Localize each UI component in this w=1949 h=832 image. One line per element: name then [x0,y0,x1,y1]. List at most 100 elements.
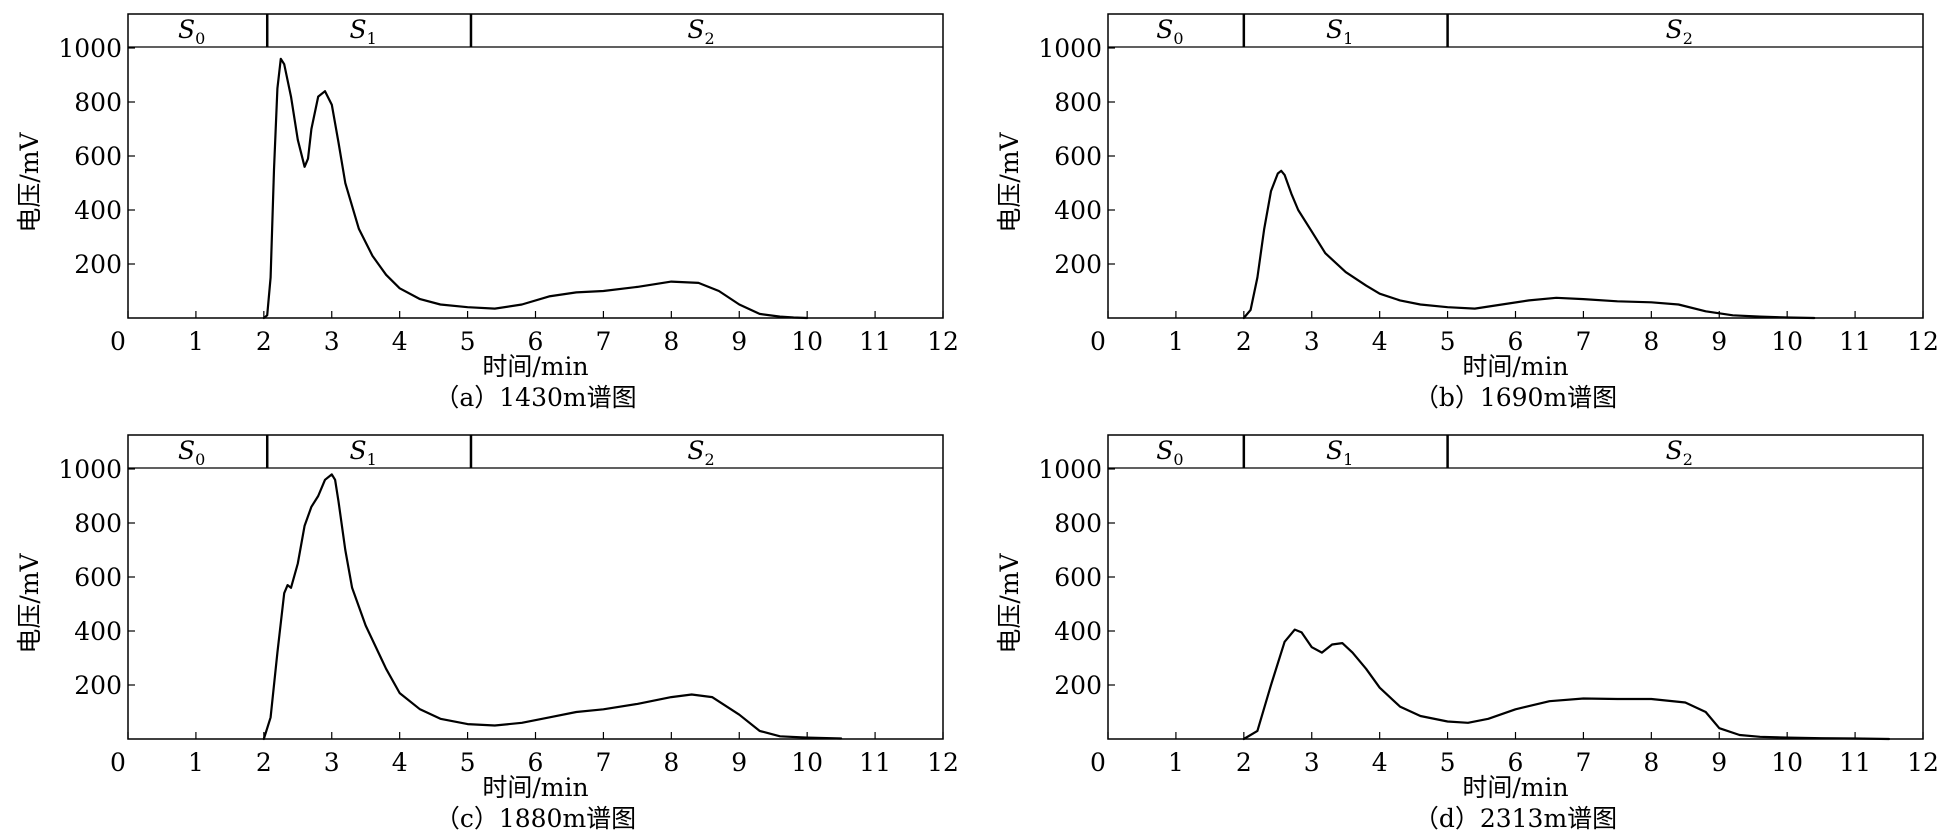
x-tick-label: 11 [1839,748,1871,777]
x-tick-label: 10 [791,748,823,777]
x-tick-label: 12 [927,748,959,777]
x-tick-label: 11 [859,327,891,356]
segment-label: S1 [349,436,376,469]
chart-caption: （c）1880m谱图 [435,804,636,832]
segment-label: S2 [687,15,714,48]
x-tick-label: 2 [1236,327,1252,356]
x-tick-label: 10 [791,327,823,356]
x-tick-label: 1 [1168,748,1184,777]
x-tick-label: 6 [528,748,544,777]
x-tick-label: 12 [927,327,959,356]
x-tick-label: 6 [1508,327,1524,356]
x-tick-label: 1 [188,327,204,356]
y-axis-label: 电压/mV [995,552,1024,653]
y-tick-label: 600 [74,142,122,171]
x-tick-label: 8 [663,327,679,356]
x-tick-label: 2 [256,748,272,777]
plot-frame [127,434,944,740]
y-tick-label: 1000 [58,455,122,484]
x-tick-label: 10 [1771,327,1803,356]
y-tick-label: 200 [74,671,122,700]
x-tick-label: 5 [460,327,476,356]
x-tick-label: 0 [110,327,126,356]
segment-label: S0 [1156,15,1183,48]
y-axis-label: 电压/mV [15,131,44,232]
y-tick-label: 600 [74,563,122,592]
chart-caption: （d）2313m谱图 [1414,804,1617,832]
segment-label: S2 [1666,15,1693,48]
x-tick-label: 0 [1090,748,1106,777]
x-tick-label: 9 [1711,327,1727,356]
segment-label: S0 [178,436,205,469]
x-tick-label: 12 [1907,327,1939,356]
y-tick-label: 600 [1054,563,1102,592]
x-tick-label: 7 [1575,748,1591,777]
y-tick-label: 800 [1054,509,1102,538]
segment-label: S0 [178,15,205,48]
y-tick-label: 1000 [1038,34,1102,63]
segment-label: S1 [349,15,376,48]
x-tick-label: 8 [1643,327,1659,356]
y-tick-label: 200 [1054,250,1102,279]
x-tick-label: 5 [1440,327,1456,356]
x-tick-label: 5 [460,748,476,777]
x-tick-label: 4 [392,327,408,356]
x-tick-label: 6 [1508,748,1524,777]
segment-label: S1 [1326,436,1353,469]
x-tick-label: 6 [528,327,544,356]
y-tick-label: 800 [1054,88,1102,117]
plot-frame [1107,13,1924,319]
x-tick-label: 9 [731,748,747,777]
chart-caption: （a）1430m谱图 [434,383,636,412]
x-tick-label: 7 [595,748,611,777]
x-tick-label: 11 [859,748,891,777]
x-tick-label: 10 [1771,748,1803,777]
y-axis-label: 电压/mV [15,552,44,653]
chart-caption: （b）1690m谱图 [1414,383,1617,412]
x-tick-label: 1 [1168,327,1184,356]
y-tick-label: 600 [1054,142,1102,171]
segment-label: S1 [1326,15,1353,48]
x-tick-label: 4 [1372,748,1388,777]
y-tick-label: 800 [74,88,122,117]
x-tick-label: 2 [1236,748,1252,777]
segment-label: S2 [1666,436,1693,469]
y-tick-label: 800 [74,509,122,538]
x-tick-label: 0 [1090,327,1106,356]
x-axis-label: 时间/min [482,773,588,802]
x-tick-label: 4 [392,748,408,777]
y-tick-label: 200 [1054,671,1102,700]
x-tick-label: 4 [1372,327,1388,356]
x-tick-label: 3 [324,327,340,356]
y-tick-label: 200 [74,250,122,279]
x-tick-label: 12 [1907,748,1939,777]
plot-frame [127,13,944,319]
x-tick-label: 9 [1711,748,1727,777]
x-tick-label: 3 [1304,327,1320,356]
x-tick-label: 8 [1643,748,1659,777]
series-line [262,57,809,320]
series-line [1242,628,1891,741]
y-tick-label: 1000 [1038,455,1102,484]
x-tick-label: 7 [595,327,611,356]
y-tick-label: 400 [1054,617,1102,646]
x-axis-label: 时间/min [482,352,588,381]
x-tick-label: 1 [188,748,204,777]
x-tick-label: 5 [1440,748,1456,777]
plot-frame [1107,434,1924,740]
x-tick-label: 2 [256,327,272,356]
series-line [1242,169,1816,320]
x-tick-label: 3 [324,748,340,777]
x-tick-label: 8 [663,748,679,777]
x-tick-label: 7 [1575,327,1591,356]
y-axis-label: 电压/mV [995,131,1024,232]
x-tick-label: 3 [1304,748,1320,777]
x-tick-label: 11 [1839,327,1871,356]
x-axis-label: 时间/min [1462,352,1568,381]
segment-label: S0 [1156,436,1183,469]
